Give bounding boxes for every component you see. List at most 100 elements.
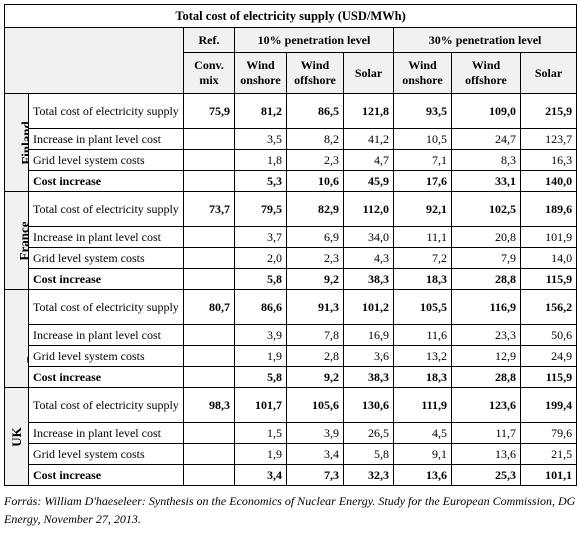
table-row: Grid level system costs 1,9 2,8 3,6 13,2 12,9… [5, 345, 578, 367]
value-cell-s10: 34,0 [343, 226, 394, 248]
header-10-wind-offshore: Wind offshore [286, 52, 344, 94]
header-30-wind-offshore: Wind offshore [451, 52, 521, 94]
value-cell-ref [183, 170, 235, 192]
value-cell-w30on: 13,6 [393, 464, 452, 486]
value-cell-w30on: 13,2 [393, 345, 452, 367]
row-label: Cost increase [28, 268, 184, 290]
value-cell-w10off: 7,8 [286, 324, 344, 346]
table-row: Grid level system costs 1,8 2,3 4,7 7,1 8,3 16… [5, 149, 578, 171]
row-label: Increase in plant level cost [28, 226, 184, 248]
country-name: Germany [23, 312, 29, 365]
value-cell-s10: 112,0 [343, 191, 394, 227]
table-row: Germany Total cost of electricity supply 8… [4, 289, 578, 388]
header-10-wind-onshore: Wind onshore [234, 52, 287, 94]
value-cell-w30on: 7,1 [393, 149, 452, 171]
source-note: Forrás: William D'haeseleer: Synthesis o… [4, 494, 576, 526]
value-cell-s30: 189,6 [519, 191, 578, 227]
row-label: Increase in plant level cost [28, 422, 184, 444]
country-label-cell: France [4, 191, 29, 290]
value-cell-s30: 156,2 [519, 289, 578, 325]
table-row: Increase in plant level cost 1,5 3,9 26,5 4,… [5, 422, 578, 444]
value-cell-w10on: 2,0 [234, 247, 287, 269]
value-cell-w30off: 116,9 [451, 289, 521, 325]
table-row: Increase in plant level cost 3,5 8,2 41,2 10… [5, 128, 578, 150]
country-name: France [16, 221, 29, 260]
value-cell-s30: 101,1 [519, 464, 578, 486]
value-cell-s30: 199,4 [519, 387, 578, 423]
value-cell-ref [183, 345, 235, 367]
value-cell-w10on: 3,5 [234, 128, 287, 150]
row-label: Total cost of electricity supply [28, 191, 184, 227]
row-label: Total cost of electricity supply [28, 93, 184, 129]
row-label: Cost increase [28, 464, 184, 486]
value-cell-w10off: 82,9 [286, 191, 344, 227]
value-cell-w30on: 4,5 [393, 422, 452, 444]
value-cell-w30on: 11,1 [393, 226, 452, 248]
country-label-cell: Germany [4, 289, 29, 388]
value-cell-w10off: 6,9 [286, 226, 344, 248]
value-cell-w30off: 25,3 [451, 464, 521, 486]
value-cell-ref [183, 226, 235, 248]
value-cell-w10on: 1,5 [234, 422, 287, 444]
value-cell-s10: 41,2 [343, 128, 394, 150]
value-cell-ref: 98,3 [183, 387, 235, 423]
value-cell-w10on: 79,5 [234, 191, 287, 227]
value-cell-w30on: 18,3 [393, 366, 452, 388]
value-cell-w10off: 10,6 [286, 170, 344, 192]
value-cell-w30on: 92,1 [393, 191, 452, 227]
value-cell-w30off: 13,6 [451, 443, 521, 465]
value-cell-w30off: 24,7 [451, 128, 521, 150]
value-cell-ref [183, 149, 235, 171]
table-row: Increase in plant level cost 3,7 6,9 34,0 11… [5, 226, 578, 248]
value-cell-s30: 16,3 [519, 149, 578, 171]
value-cell-w10off: 9,2 [286, 366, 344, 388]
value-cell-s10: 32,3 [343, 464, 394, 486]
value-cell-w10off: 9,2 [286, 268, 344, 290]
value-cell-w10on: 5,8 [234, 268, 287, 290]
value-cell-w10on: 3,9 [234, 324, 287, 346]
value-cell-ref: 73,7 [183, 191, 235, 227]
value-cell-s30: 50,6 [519, 324, 578, 346]
row-label: Increase in plant level cost [28, 128, 184, 150]
table-row: Finland Total cost of electricity supply 7… [4, 93, 578, 192]
value-cell-w30on: 111,9 [393, 387, 452, 423]
value-cell-s10: 38,3 [343, 268, 394, 290]
row-label: Cost increase [28, 170, 184, 192]
value-cell-s10: 26,5 [343, 422, 394, 444]
table-row: Grid level system costs 2,0 2,3 4,3 7,2 7,9 14… [5, 247, 578, 269]
value-cell-w10off: 2,8 [286, 345, 344, 367]
value-cell-w10off: 2,3 [286, 149, 344, 171]
value-cell-w30off: 12,9 [451, 345, 521, 367]
header-30-solar: Solar [519, 52, 578, 94]
header-10-solar: Solar [343, 52, 394, 94]
value-cell-s30: 115,9 [519, 268, 578, 290]
row-label: Increase in plant level cost [28, 324, 184, 346]
table-row: Cost increase 5,8 9,2 38,3 18,3 28,8 115,9 [5, 268, 578, 290]
country-label-cell: Finland [4, 93, 29, 192]
header-penetration-10: 10% penetration level [234, 27, 394, 53]
value-cell-s10: 16,9 [343, 324, 394, 346]
row-label: Grid level system costs [28, 149, 184, 171]
value-cell-s10: 130,6 [343, 387, 394, 423]
value-cell-w30on: 9,1 [393, 443, 452, 465]
value-cell-w30off: 20,8 [451, 226, 521, 248]
value-cell-s30: 215,9 [519, 93, 578, 129]
value-cell-w10off: 8,2 [286, 128, 344, 150]
value-cell-w30on: 11,6 [393, 324, 452, 346]
value-cell-w30off: 28,8 [451, 268, 521, 290]
value-cell-ref [183, 464, 235, 486]
value-cell-w30off: 7,9 [451, 247, 521, 269]
table-row: Increase in plant level cost 3,9 7,8 16,9 11… [5, 324, 578, 346]
value-cell-w10on: 1,9 [234, 345, 287, 367]
table-body: Finland Total cost of electricity supply 7… [4, 93, 578, 486]
value-cell-w30off: 33,1 [451, 170, 521, 192]
table-row: Cost increase 3,4 7,3 32,3 13,6 25,3 101,1 [5, 464, 578, 486]
value-cell-s30: 115,9 [519, 366, 578, 388]
value-cell-w10on: 1,9 [234, 443, 287, 465]
value-cell-w10off: 7,3 [286, 464, 344, 486]
row-label: Total cost of electricity supply [28, 289, 184, 325]
table-title: Total cost of electricity supply (USD/MW… [3, 4, 578, 28]
value-cell-s30: 123,7 [519, 128, 578, 150]
value-cell-w30on: 17,6 [393, 170, 452, 192]
value-cell-s30: 140,0 [519, 170, 578, 192]
